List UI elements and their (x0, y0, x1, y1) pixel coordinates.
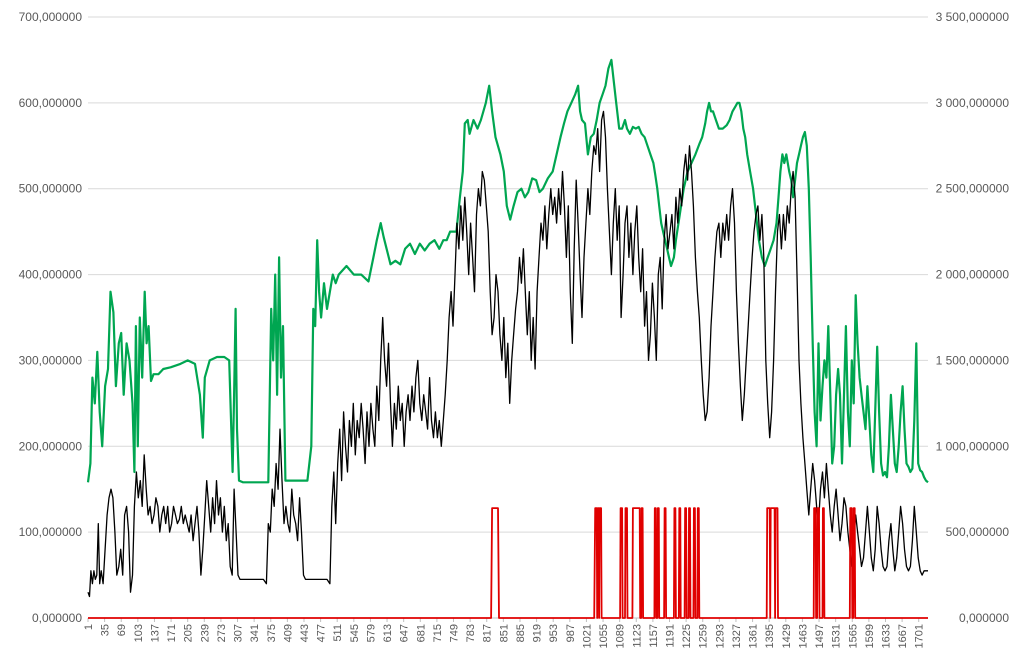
x-tick-label: 987 (565, 624, 577, 642)
x-tick-label: 443 (299, 624, 311, 642)
gridlines (88, 16, 928, 619)
x-tick-label: 1463 (797, 624, 809, 648)
x-tick-label: 613 (382, 624, 394, 642)
x-tick-label: 919 (532, 624, 544, 642)
x-tick-label: 171 (166, 624, 178, 642)
x-tick-label: 35 (100, 624, 112, 636)
right-tick-label: 500,000000 (946, 525, 1010, 539)
left-tick-label: 400,000000 (19, 268, 83, 282)
x-tick-label: 1429 (781, 624, 793, 648)
x-tick-label: 1225 (681, 624, 693, 648)
x-tick-label: 1599 (864, 624, 876, 648)
left-tick-label: 100,000000 (19, 525, 83, 539)
x-tick-label: 1123 (631, 624, 643, 648)
x-tick-label: 1395 (764, 624, 776, 648)
right-tick-label: 2 000,000000 (936, 268, 1010, 282)
right-tick-label: 3 000,000000 (936, 96, 1010, 110)
x-tick-label: 1361 (748, 624, 760, 648)
x-tick-label: 511 (332, 624, 344, 642)
x-tick-label: 681 (415, 624, 427, 642)
series-group (86, 58, 929, 619)
left-tick-label: 200,000000 (19, 439, 83, 453)
x-tick-label: 375 (266, 624, 278, 642)
x-tick-label: 239 (199, 624, 211, 642)
right-tick-label: 3 500,000000 (936, 10, 1010, 24)
x-tick-label: 1089 (615, 624, 627, 648)
x-tick-label: 205 (183, 624, 195, 642)
left-tick-label: 300,000000 (19, 353, 83, 367)
x-tick-label: 1531 (831, 624, 843, 648)
left-tick-label: 500,000000 (19, 182, 83, 196)
x-tick-label: 953 (548, 624, 560, 642)
x-tick-label: 1055 (598, 624, 610, 648)
x-tick-label: 851 (498, 624, 510, 642)
right-tick-label: 0,000000 (959, 611, 1009, 625)
x-tick-label: 1667 (897, 624, 909, 648)
right-tick-label: 2 500,000000 (936, 182, 1010, 196)
x-tick-label: 1157 (648, 624, 660, 648)
x-tick-label: 545 (349, 624, 361, 642)
x-tick-label: 1 (83, 624, 95, 630)
right-tick-label: 1 000,000000 (936, 439, 1010, 453)
x-tick-label: 1565 (847, 624, 859, 648)
x-tick-label: 307 (233, 624, 245, 642)
x-tick-label: 647 (399, 624, 411, 642)
x-tick-label: 477 (316, 624, 328, 642)
x-tick-label: 1021 (581, 624, 593, 648)
x-tick-label: 103 (133, 624, 145, 642)
x-tick-label: 1259 (698, 624, 710, 648)
x-tick-label: 1633 (880, 624, 892, 648)
x-tick-label: 341 (249, 624, 261, 642)
left-axis-ticks: 0,000000 100,000000 200,000000 300,000000 40… (19, 10, 83, 625)
x-tick-label: 1293 (714, 624, 726, 648)
right-axis-ticks: 0,000000 500,000000 1 000,000000 1 500,0000… (936, 10, 1010, 625)
series-green-line (86, 58, 929, 484)
x-tick-label: 1191 (665, 624, 677, 648)
x-tick-label: 817 (482, 624, 494, 642)
series-black-line (87, 110, 928, 598)
x-tick-label: 749 (449, 624, 461, 642)
x-axis-ticks: 1 35 69 103 137 171 205 239 273 307 341 375 409 443 47… (83, 618, 926, 648)
left-tick-label: 700,000000 (19, 10, 83, 24)
right-tick-label: 1 500,000000 (936, 353, 1010, 367)
x-tick-label: 1701 (914, 624, 926, 648)
x-tick-label: 783 (465, 624, 477, 642)
x-tick-label: 715 (432, 624, 444, 642)
x-tick-label: 579 (365, 624, 377, 642)
series-red-line (88, 507, 928, 619)
left-tick-label: 600,000000 (19, 96, 83, 110)
x-tick-label: 137 (149, 624, 161, 642)
left-tick-label: 0,000000 (32, 611, 82, 625)
x-tick-label: 273 (216, 624, 228, 642)
x-tick-label: 409 (282, 624, 294, 642)
x-tick-label: 1497 (814, 624, 826, 648)
x-tick-label: 885 (515, 624, 527, 642)
x-tick-label: 1327 (731, 624, 743, 648)
x-tick-label: 69 (116, 624, 128, 636)
